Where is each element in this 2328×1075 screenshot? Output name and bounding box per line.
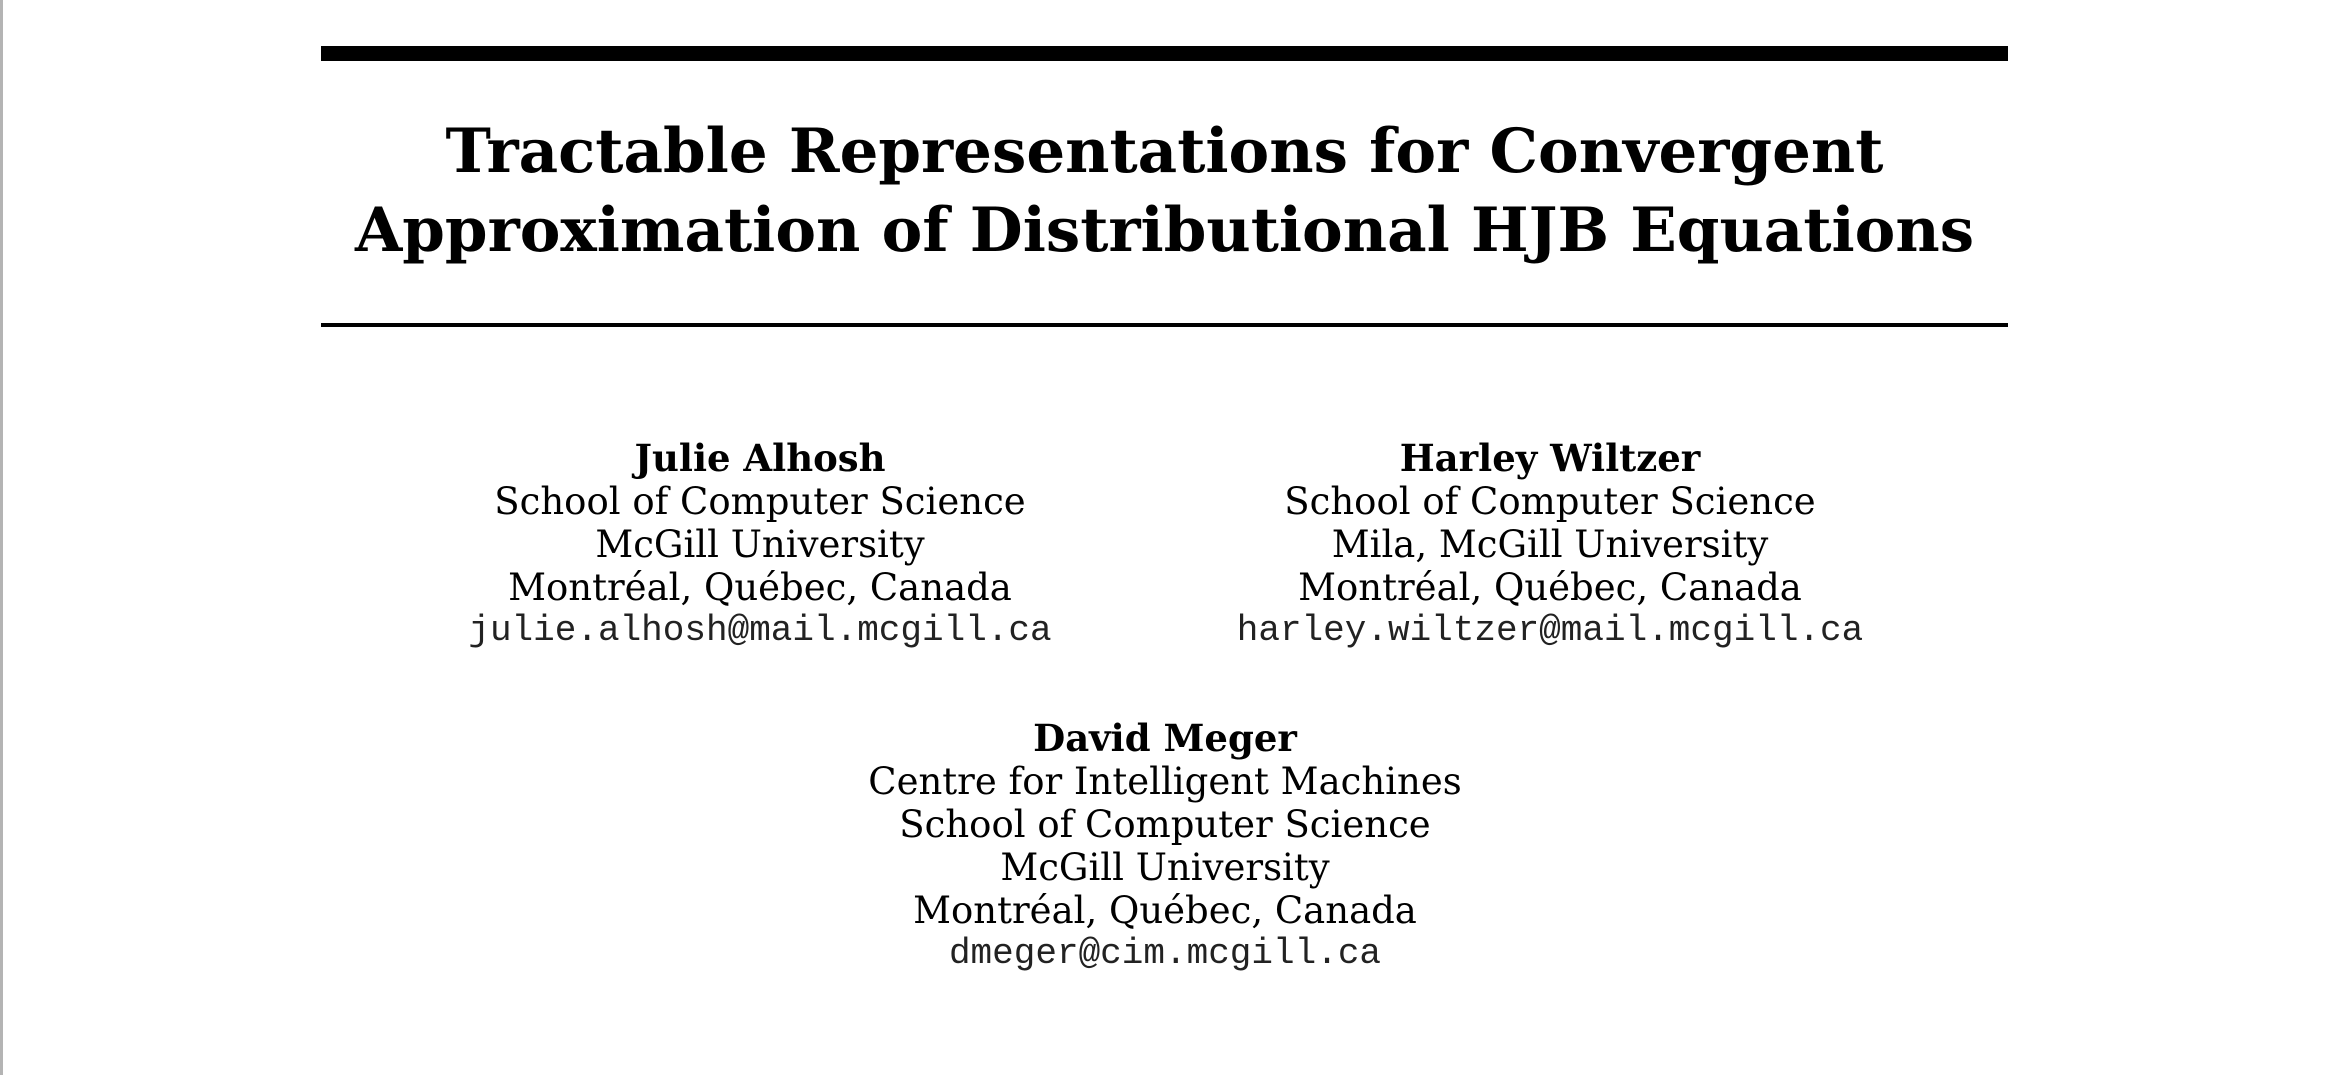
page-left-border	[0, 0, 3, 1075]
title-line-2: Approximation of Distributional HJB Equa…	[354, 195, 1975, 266]
author-affiliation-line: Montréal, Québec, Canada	[508, 566, 1012, 609]
author-affiliation-line: School of Computer Science	[494, 480, 1026, 523]
author-name: Harley Wiltzer	[1399, 436, 1701, 480]
author-block-wiltzer: Harley Wiltzer School of Computer Scienc…	[1200, 437, 1900, 652]
author-email: harley.wiltzer@mail.mcgill.ca	[1236, 610, 1864, 651]
author-block-alhosh: Julie Alhosh School of Computer Science …	[410, 437, 1110, 652]
author-affiliation-line: Centre for Intelligent Machines	[868, 760, 1462, 803]
author-block-meger: David Meger Centre for Intelligent Machi…	[815, 717, 1515, 975]
author-affiliation-line: McGill University	[595, 523, 925, 566]
title-line-1: Tractable Representations for Convergent	[445, 116, 1884, 187]
title-bottom-rule	[321, 323, 2008, 327]
author-affiliation-line: School of Computer Science	[1284, 480, 1816, 523]
paper-title: Tractable Representations for Convergent…	[321, 112, 2008, 270]
author-name: David Meger	[1033, 716, 1297, 760]
author-email: dmeger@cim.mcgill.ca	[948, 933, 1382, 974]
author-affiliation-line: Mila, McGill University	[1331, 523, 1769, 566]
author-affiliation-line: School of Computer Science	[899, 803, 1431, 846]
author-affiliation-line: McGill University	[1000, 846, 1330, 889]
author-affiliation-line: Montréal, Québec, Canada	[913, 889, 1417, 932]
author-email: julie.alhosh@mail.mcgill.ca	[468, 610, 1052, 651]
author-name: Julie Alhosh	[634, 436, 886, 480]
title-top-rule	[321, 46, 2008, 61]
author-affiliation-line: Montréal, Québec, Canada	[1298, 566, 1802, 609]
